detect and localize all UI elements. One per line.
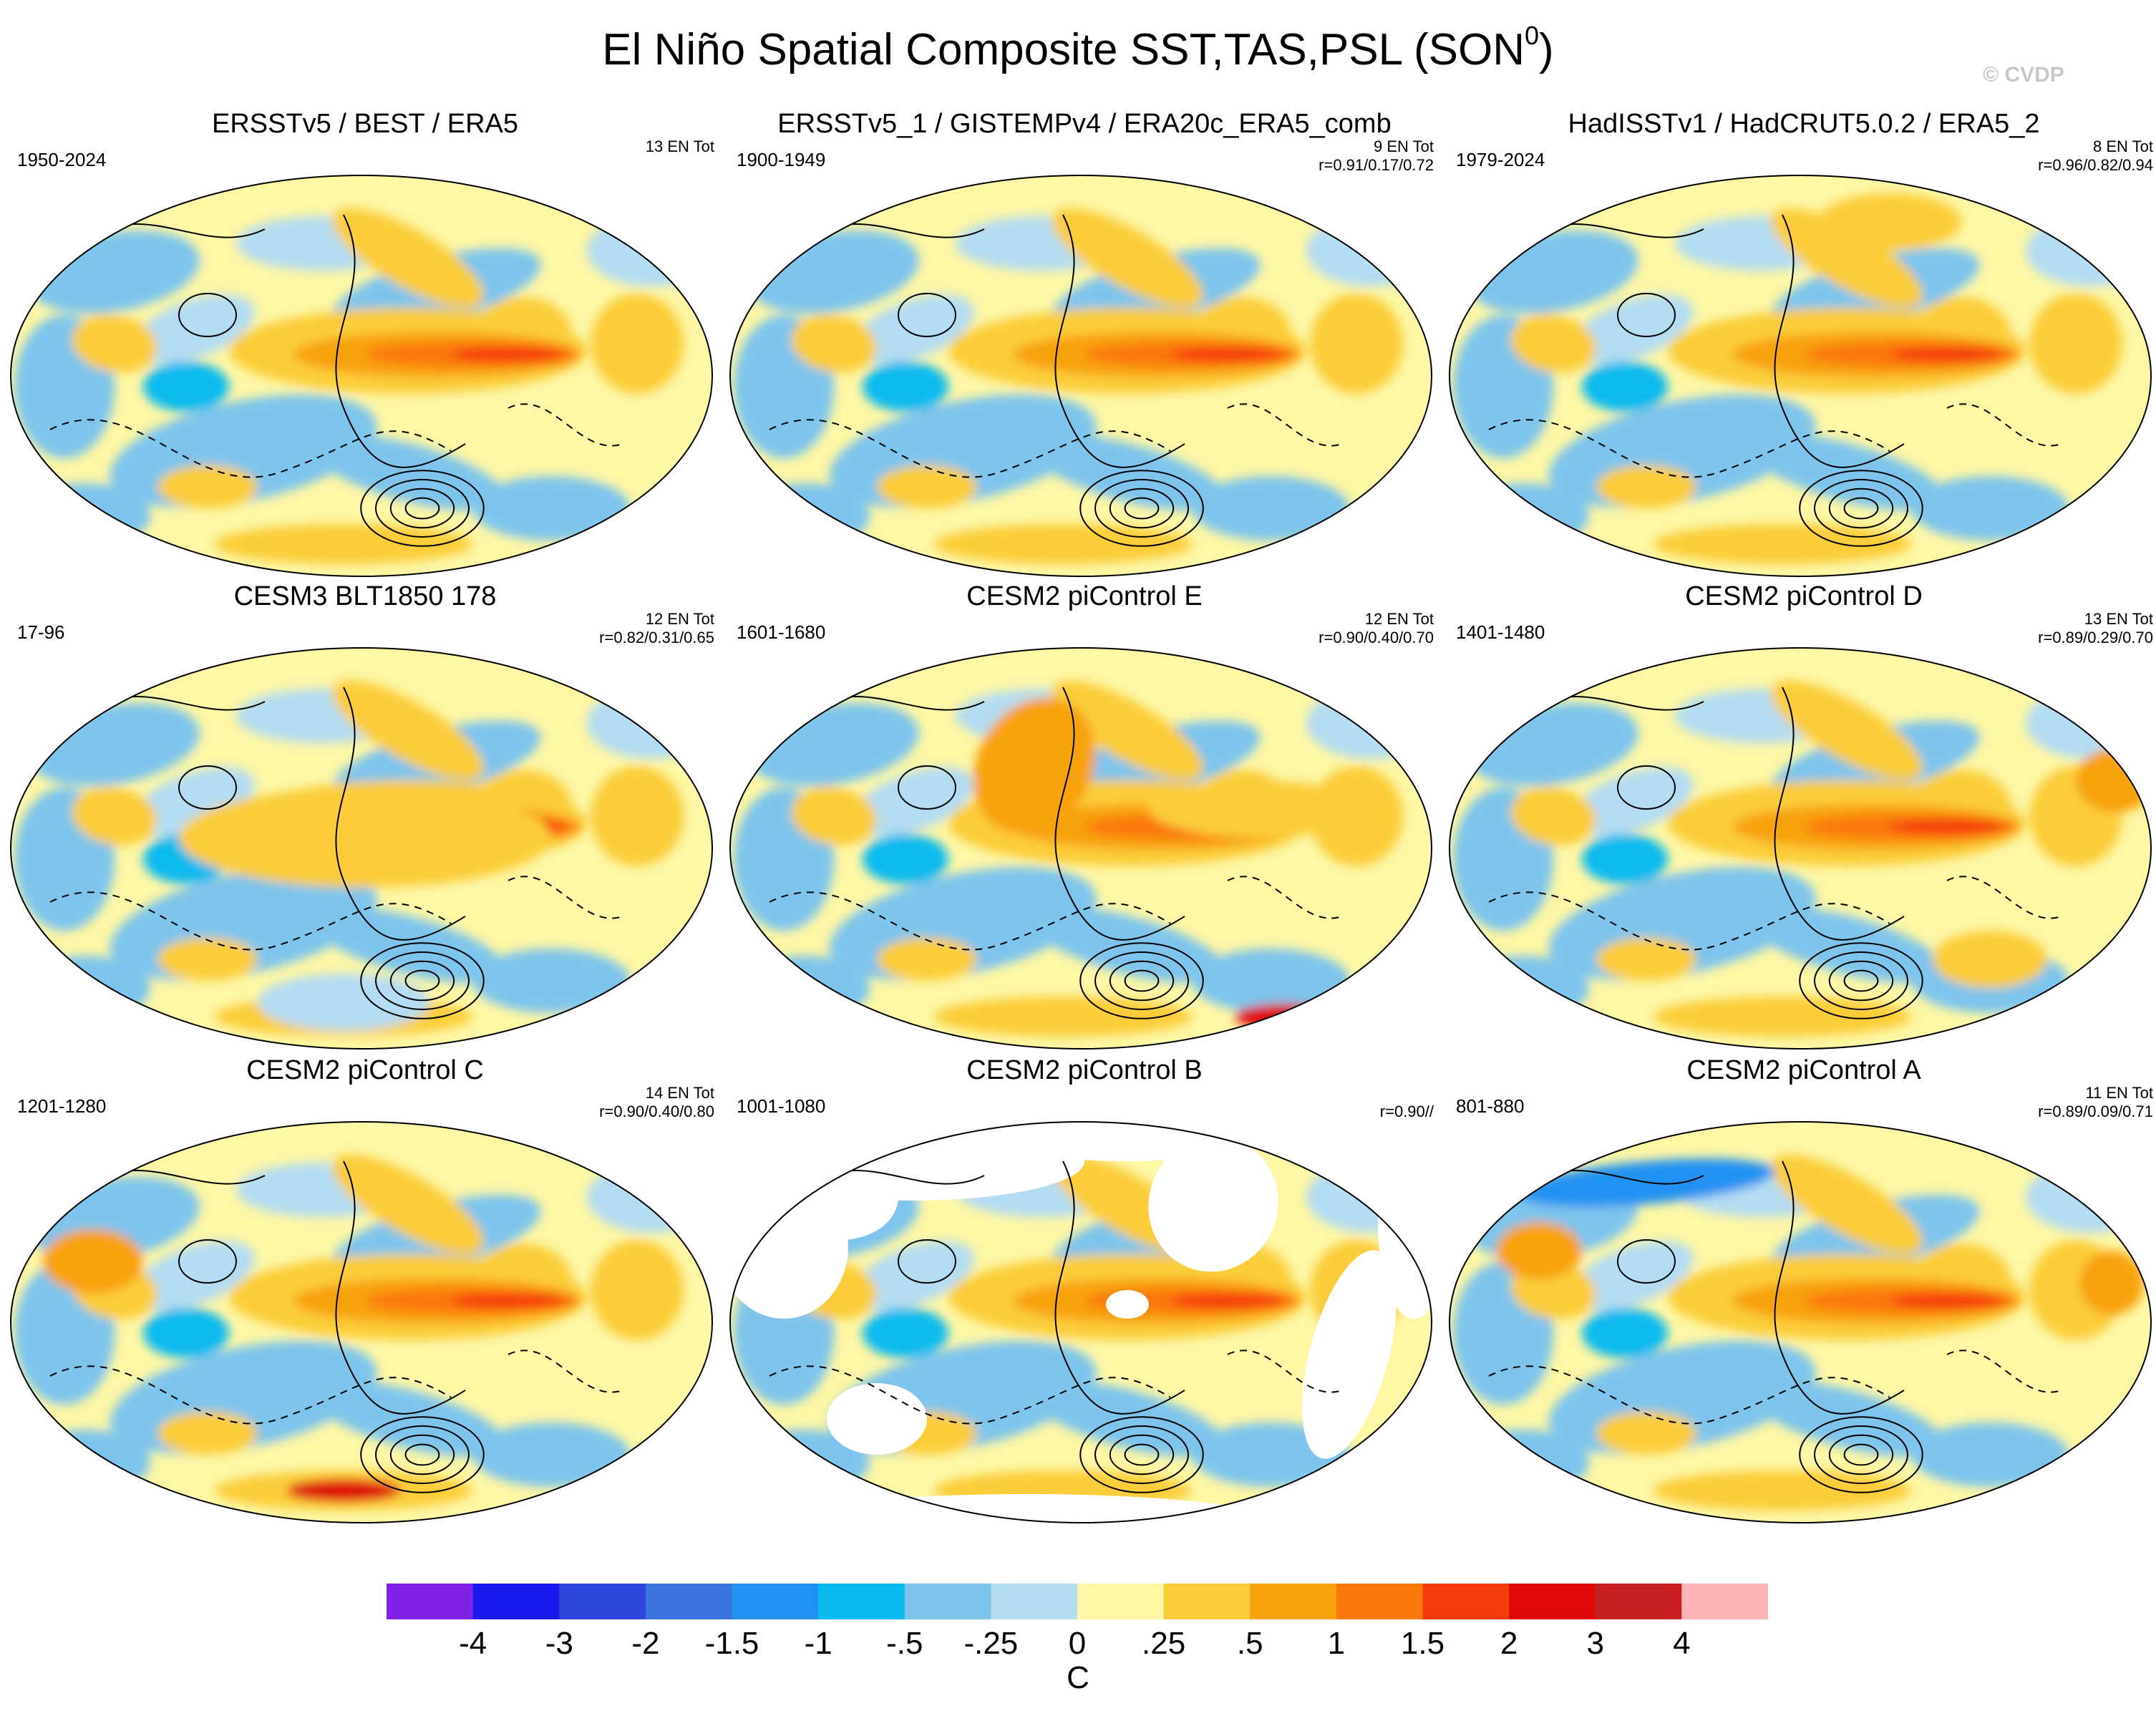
colorbar-swatch xyxy=(904,1584,991,1619)
panel-years: 1201-1280 xyxy=(17,1095,107,1117)
colorbar xyxy=(387,1584,1768,1619)
panel-title: CESM2 piControl B xyxy=(966,1055,1203,1085)
sst-map xyxy=(1449,1121,2152,1523)
chart-title: El Niño Spatial Composite SST,TAS,PSL (S… xyxy=(602,21,1554,75)
colorbar-swatch xyxy=(1681,1584,1768,1619)
colorbar-tick-label: -3 xyxy=(545,1626,573,1661)
sst-map xyxy=(10,647,713,1050)
colorbar-tick-label: 2 xyxy=(1500,1626,1518,1661)
panel-pattern-correlation: r=0.96/0.82/0.94 xyxy=(2038,156,2153,174)
colorbar-tick-label: -.25 xyxy=(963,1626,1019,1661)
panel-event-count: 12 EN Tot xyxy=(645,610,714,628)
panel-event-count: 13 EN Tot xyxy=(645,137,714,155)
colorbar-swatch xyxy=(559,1584,646,1619)
panel-years: 801-880 xyxy=(1456,1095,1525,1117)
panel-years: 17-96 xyxy=(17,621,65,643)
map-panel: CESM2 piControl B 1001-1080 r=0.90// xyxy=(727,1054,1442,1523)
panel-years: 1601-1680 xyxy=(737,621,826,643)
panel-pattern-correlation: r=0.90/0.40/0.70 xyxy=(1319,629,1434,646)
colorbar-tick-label: .5 xyxy=(1236,1626,1263,1661)
colorbar-tick-label: -.5 xyxy=(886,1626,923,1661)
colorbar-tick-label: -2 xyxy=(631,1626,660,1661)
panel-title: CESM2 piControl D xyxy=(1685,581,1923,611)
colorbar-tick-label: 1 xyxy=(1327,1626,1346,1661)
colorbar-swatch xyxy=(645,1584,733,1619)
colorbar-swatch xyxy=(1595,1584,1682,1619)
colorbar-swatch xyxy=(472,1584,560,1619)
panel-years: 1979-2024 xyxy=(1456,149,1545,170)
panel-title: CESM2 piControl E xyxy=(966,581,1203,611)
colorbar-tick-label: -1 xyxy=(804,1626,832,1661)
panel-event-count: 8 EN Tot xyxy=(2093,137,2153,155)
colorbar-tick-label: 4 xyxy=(1673,1626,1691,1661)
sst-map xyxy=(729,175,1432,577)
sst-map xyxy=(10,175,713,577)
sst-map xyxy=(10,1121,713,1523)
colorbar-tick-label: -4 xyxy=(459,1626,487,1661)
panel-title: CESM3 BLT1850 178 xyxy=(233,581,497,611)
panel-pattern-correlation: r=0.90/0.40/0.80 xyxy=(599,1102,714,1120)
colorbar-tick-label: 1.5 xyxy=(1400,1626,1445,1661)
colorbar-swatch xyxy=(1250,1584,1337,1619)
panel-pattern-correlation: r=0.89/0.29/0.70 xyxy=(2038,629,2153,646)
panel-pattern-correlation: r=0.89/0.09/0.71 xyxy=(2038,1102,2153,1120)
copyright-label: © CVDP xyxy=(1983,63,2064,87)
panel-event-count: 11 EN Tot xyxy=(2085,1084,2153,1102)
colorbar-swatch xyxy=(732,1584,819,1619)
panel-years: 1401-1480 xyxy=(1456,621,1545,643)
panel-years: 1900-1949 xyxy=(737,149,826,170)
map-panel: HadISSTv1 / HadCRUT5.0.2 / ERA5_2 1979-20… xyxy=(1446,107,2156,577)
colorbar-swatch xyxy=(991,1584,1078,1619)
panel-event-count: 9 EN Tot xyxy=(1374,137,1434,155)
panel-pattern-correlation: r=0.91/0.17/0.72 xyxy=(1319,156,1434,174)
map-panel: CESM3 BLT1850 178 17-96 12 EN Tot r=0.82/0.… xyxy=(7,580,723,1050)
panel-event-count: 12 EN Tot xyxy=(1364,610,1434,628)
colorbar-swatch xyxy=(818,1584,905,1619)
colorbar-swatch xyxy=(1077,1584,1165,1619)
panel-years: 1950-2024 xyxy=(17,149,107,170)
panel-title: ERSSTv5_1 / GISTEMPv4 / ERA20c_ERA5_comb xyxy=(777,109,1392,139)
sst-map xyxy=(729,1121,1432,1523)
panel-pattern-correlation: r=0.90// xyxy=(1379,1102,1434,1120)
panel-title: CESM2 piControl C xyxy=(246,1055,484,1085)
colorbar-tick-label: .25 xyxy=(1142,1626,1186,1661)
panel-years: 1001-1080 xyxy=(737,1095,826,1117)
sst-map xyxy=(1449,647,2152,1050)
panel-title: ERSSTv5 / BEST / ERA5 xyxy=(211,109,518,139)
panel-title: HadISSTv1 / HadCRUT5.0.2 / ERA5_2 xyxy=(1568,109,2040,139)
panel-event-count: 13 EN Tot xyxy=(2084,610,2153,628)
map-panel: CESM2 piControl C 1201-1280 14 EN Tot r=0.9… xyxy=(7,1054,723,1523)
panel-event-count: 14 EN Tot xyxy=(645,1084,714,1102)
colorbar-swatch xyxy=(1422,1584,1510,1619)
map-panel: CESM2 piControl E 1601-1680 12 EN Tot r=0.9… xyxy=(727,580,1442,1050)
colorbar-tick-label: -1.5 xyxy=(704,1626,759,1661)
colorbar-swatch xyxy=(1509,1584,1596,1619)
sst-map xyxy=(1449,175,2152,577)
colorbar-swatch xyxy=(387,1584,474,1619)
sst-map xyxy=(729,647,1432,1050)
map-panel: ERSSTv5 / BEST / ERA5 1950-2024 13 EN Tot xyxy=(7,107,723,577)
colorbar-swatch xyxy=(1336,1584,1424,1619)
colorbar-tick-label: 0 xyxy=(1068,1626,1087,1661)
map-panel: ERSSTv5_1 / GISTEMPv4 / ERA20c_ERA5_comb… xyxy=(727,107,1442,577)
panel-title: CESM2 piControl A xyxy=(1686,1055,1921,1085)
colorbar-tick-label: 3 xyxy=(1586,1626,1604,1661)
map-panel: CESM2 piControl A 801-880 11 EN Tot r=0.89/… xyxy=(1446,1054,2156,1523)
panel-pattern-correlation: r=0.82/0.31/0.65 xyxy=(599,629,714,646)
colorbar-swatch xyxy=(1163,1584,1251,1619)
map-panel: CESM2 piControl D 1401-1480 13 EN Tot r=0.8… xyxy=(1446,580,2156,1050)
colorbar-units: C xyxy=(1067,1660,1089,1695)
